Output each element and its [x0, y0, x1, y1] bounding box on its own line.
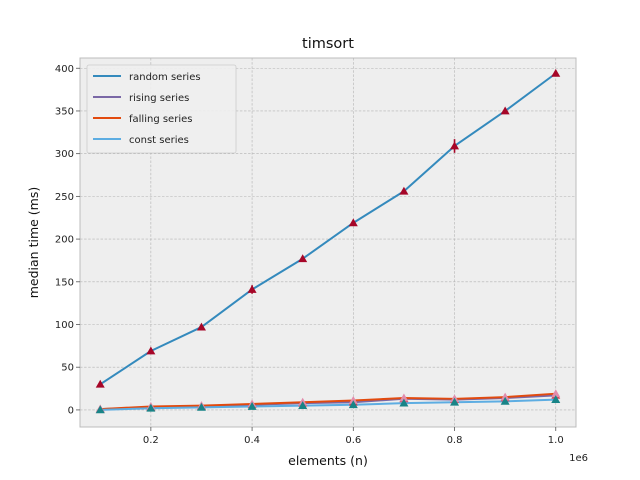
series-line-random-series [99, 72, 557, 386]
data-point-random-series [399, 186, 409, 195]
x-axis-title: elements (n) [288, 453, 368, 468]
y-tick-label: 400 [55, 64, 74, 75]
y-tick-label: 50 [61, 363, 74, 374]
series-lines [99, 72, 557, 411]
x-tick-label: 0.8 [447, 435, 463, 446]
data-point-random-series [551, 68, 561, 77]
x-tick-label: 1.0 [548, 435, 564, 446]
legend-label: const series [129, 135, 189, 146]
legend: random series rising series falling series… [86, 64, 237, 154]
grid [80, 58, 576, 427]
series-line-falling-series [100, 392, 556, 411]
data-point-const-series [399, 398, 409, 407]
data-point-const-series [146, 403, 156, 412]
data-point-const-series [247, 402, 257, 410]
data-point-random-series [146, 346, 156, 355]
data-point-random-series [247, 284, 257, 293]
y-tick-label: 150 [55, 277, 74, 288]
data-point-falling-series [348, 396, 358, 404]
series-line-const-series [100, 398, 556, 411]
data-point-const-series [298, 401, 308, 410]
data-point-random-series [196, 322, 206, 331]
legend-label: random series [129, 72, 201, 83]
y-tick-label: 250 [55, 192, 74, 203]
legend-label: falling series [129, 114, 192, 125]
y-tick-label: 350 [55, 106, 74, 117]
x-tick-label: 0.2 [143, 435, 159, 446]
data-point-random-series [348, 218, 358, 227]
data-point-const-series [348, 400, 358, 409]
y-axis-ticks: 0 50 100 150 200 250 300 350 400 [55, 64, 80, 416]
data-point-random-series [450, 141, 460, 150]
data-point-random-series [298, 254, 308, 263]
y-tick-label: 0 [68, 405, 74, 416]
x-tick-label: 0.4 [244, 435, 260, 446]
data-point-const-series [95, 405, 105, 414]
data-point-const-series [450, 397, 460, 406]
y-tick-label: 200 [55, 235, 74, 246]
data-point-const-series [500, 396, 510, 405]
x-axis-offset-label: 1e6 [569, 453, 588, 464]
series-markers [95, 68, 561, 414]
data-point-random-series [95, 379, 105, 388]
y-tick-label: 300 [55, 149, 74, 160]
data-point-falling-series [551, 389, 561, 398]
legend-label: rising series [129, 93, 189, 104]
chart-title: timsort [302, 36, 354, 52]
y-tick-label: 100 [55, 320, 74, 331]
x-tick-label: 0.6 [345, 435, 361, 446]
data-point-falling-series [500, 392, 510, 401]
data-point-const-series [551, 395, 561, 404]
data-point-random-series [500, 106, 510, 115]
y-axis-title: median time (ms) [26, 187, 41, 299]
data-point-const-series [196, 402, 206, 411]
legend-box [86, 64, 237, 154]
data-point-falling-series [399, 393, 409, 402]
x-axis-ticks: 0.2 0.4 0.6 0.8 1.0 [143, 427, 564, 446]
